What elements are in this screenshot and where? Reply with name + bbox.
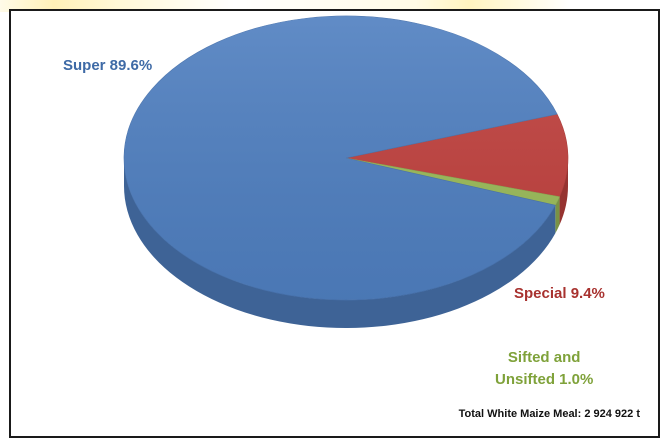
sifted-label-line1: Sifted and <box>495 347 593 369</box>
sifted-unsifted-label: Sifted and Unsifted 1.0% <box>495 347 593 391</box>
sifted-label-line2: Unsifted 1.0% <box>495 369 593 391</box>
special-label: Special 9.4% <box>514 285 605 302</box>
total-annotation: Total White Maize Meal: 2 924 922 t <box>459 408 640 420</box>
pie-top-shading <box>124 16 568 300</box>
super-label: Super 89.6% <box>63 57 152 74</box>
pie-slice-tops <box>124 16 568 300</box>
